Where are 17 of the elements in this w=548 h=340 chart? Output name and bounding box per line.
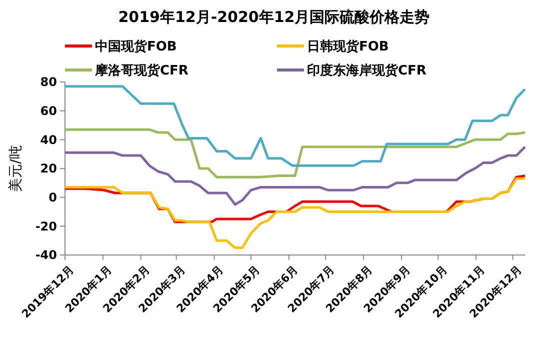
y-tick-label: -20 [35, 219, 57, 234]
line-series [64, 85, 526, 167]
legend-label: 中国现货FOB [95, 38, 177, 55]
y-tick-label: 80 [40, 75, 57, 90]
legend-label: 印度东海岸现货CFR [307, 62, 426, 79]
y-axis-title: 美元/吨 [8, 145, 24, 192]
line-series [64, 128, 526, 178]
legend-label: 日韩现货FOB [307, 38, 389, 55]
line-series [64, 177, 526, 250]
y-tick-label: 0 [48, 190, 57, 205]
chart-title: 2019年12月-2020年12月国际硫酸价格走势 [118, 8, 430, 26]
y-tick-label: 40 [40, 132, 57, 147]
legend-label: 摩洛哥现货CFR [94, 62, 188, 79]
y-tick-label: -40 [35, 248, 57, 262]
line-series [64, 146, 526, 206]
y-tick-label: 20 [40, 162, 57, 176]
y-tick-label: 60 [40, 104, 57, 118]
